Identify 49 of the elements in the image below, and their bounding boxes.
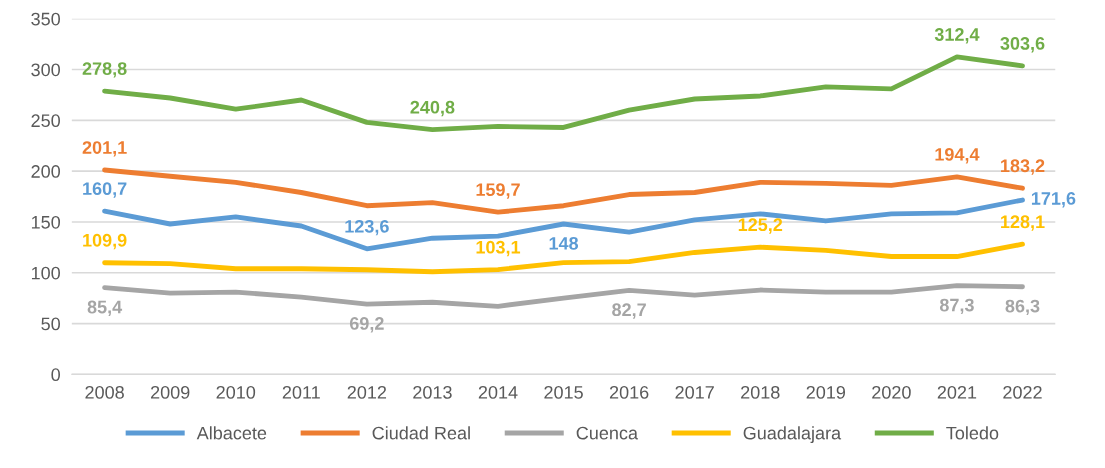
x-tick-label: 2014: [478, 385, 518, 399]
legend-label: Albacete: [196, 426, 267, 440]
x-tick-label: 2020: [872, 385, 911, 399]
data-label: 312,4: [934, 28, 980, 44]
x-tick-label: 2011: [282, 385, 320, 399]
data-label: 109,9: [83, 233, 127, 250]
y-tick-label: 200: [31, 165, 61, 178]
x-tick-label: 2013: [413, 385, 452, 399]
x-tick-label: 2010: [216, 385, 256, 399]
y-tick-label: 150: [31, 215, 61, 229]
data-label: 123,6: [345, 219, 389, 236]
data-label: 201,1: [82, 141, 127, 157]
data-label: 303,6: [1000, 37, 1045, 53]
legend-label: Guadalajara: [743, 426, 842, 444]
data-label: 86,3: [1005, 299, 1040, 316]
data-label: 125,2: [738, 218, 783, 234]
data-label: 183,2: [1001, 159, 1045, 175]
y-tick-label: 100: [31, 266, 61, 280]
y-tick-label: 250: [31, 114, 61, 128]
data-label: 160,7: [83, 182, 127, 198]
legend-label: Toledo: [946, 426, 999, 440]
data-label: 278,8: [82, 62, 127, 78]
x-tick-label: 2015: [544, 385, 583, 399]
data-label: 171,6: [1031, 192, 1076, 208]
x-tick-label: 2017: [675, 385, 714, 399]
x-tick-label: 2008: [85, 385, 124, 399]
data-label: 128,1: [1001, 215, 1045, 231]
x-tick-label: 2012: [347, 385, 387, 399]
x-tick-label: 2016: [609, 385, 649, 399]
data-label: 85,4: [87, 300, 123, 316]
legend-label: Cuenca: [576, 426, 639, 440]
data-label: 82,7: [612, 303, 646, 319]
data-label: 240,8: [410, 100, 455, 117]
x-tick-label: 2019: [806, 385, 846, 399]
data-label: 103,1: [476, 240, 521, 257]
y-tick-label: 50: [41, 317, 61, 331]
y-tick-label: 350: [31, 12, 61, 26]
data-label: 87,3: [939, 298, 974, 315]
data-label: 194,4: [935, 147, 980, 164]
data-label: 148: [549, 236, 579, 250]
data-label: 69,2: [349, 317, 384, 333]
data-label: 159,7: [476, 183, 520, 199]
x-tick-label: 2021: [937, 385, 977, 399]
x-tick-label: 2009: [151, 385, 190, 399]
x-tick-label: 2018: [741, 385, 780, 399]
x-tick-label: 2022: [1003, 385, 1042, 399]
y-tick-label: 300: [31, 63, 61, 77]
y-tick-label: 0: [51, 368, 61, 382]
legend-label: Ciudad Real: [372, 426, 470, 440]
